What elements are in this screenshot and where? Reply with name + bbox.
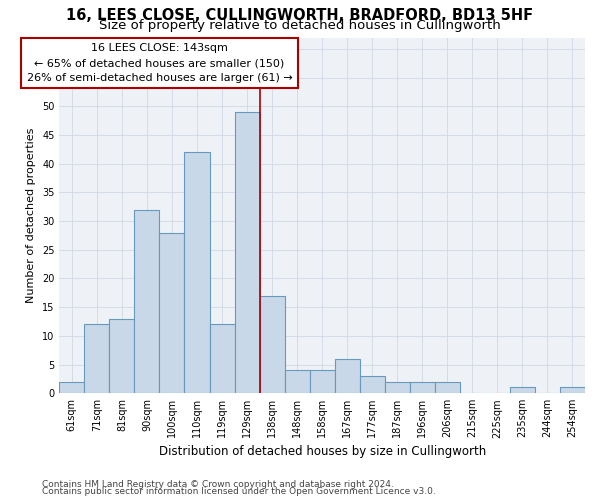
Bar bbox=[160, 232, 184, 393]
Bar bbox=[260, 296, 284, 393]
Text: Size of property relative to detached houses in Cullingworth: Size of property relative to detached ho… bbox=[99, 18, 501, 32]
Text: 16 LEES CLOSE: 143sqm
← 65% of detached houses are smaller (150)
26% of semi-det: 16 LEES CLOSE: 143sqm ← 65% of detached … bbox=[26, 43, 292, 83]
Bar bbox=[310, 370, 335, 393]
Bar bbox=[510, 388, 535, 393]
Bar bbox=[385, 382, 410, 393]
Bar bbox=[134, 210, 160, 393]
Bar bbox=[360, 376, 385, 393]
X-axis label: Distribution of detached houses by size in Cullingworth: Distribution of detached houses by size … bbox=[158, 444, 486, 458]
Bar bbox=[335, 359, 360, 393]
Text: Contains public sector information licensed under the Open Government Licence v3: Contains public sector information licen… bbox=[42, 488, 436, 496]
Bar bbox=[59, 382, 85, 393]
Bar bbox=[209, 324, 235, 393]
Bar bbox=[284, 370, 310, 393]
Bar bbox=[560, 388, 585, 393]
Bar bbox=[235, 112, 260, 393]
Text: 16, LEES CLOSE, CULLINGWORTH, BRADFORD, BD13 5HF: 16, LEES CLOSE, CULLINGWORTH, BRADFORD, … bbox=[67, 8, 533, 22]
Bar bbox=[184, 152, 209, 393]
Bar bbox=[85, 324, 109, 393]
Y-axis label: Number of detached properties: Number of detached properties bbox=[26, 128, 37, 303]
Bar bbox=[435, 382, 460, 393]
Bar bbox=[410, 382, 435, 393]
Text: Contains HM Land Registry data © Crown copyright and database right 2024.: Contains HM Land Registry data © Crown c… bbox=[42, 480, 394, 489]
Bar bbox=[109, 318, 134, 393]
